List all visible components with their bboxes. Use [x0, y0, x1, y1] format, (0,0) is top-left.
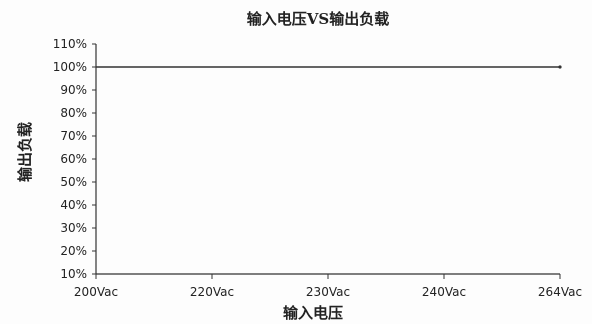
x-tick-label: 220Vac — [190, 285, 234, 299]
y-axis-ticks: 10% 20% 30% 40% 50% 60% 70% 80% 90% 100% 110% — [53, 37, 96, 281]
y-tick-label: 20% — [60, 244, 87, 258]
x-tick-label: 240Vac — [422, 285, 466, 299]
y-tick-label: 90% — [60, 83, 87, 97]
chart-title: 输入电压VS输出负载 — [247, 10, 389, 28]
y-tick-label: 110% — [53, 37, 87, 51]
y-tick-label: 60% — [60, 152, 87, 166]
y-tick-label: 10% — [60, 267, 87, 281]
y-axis-title: 输出负载 — [16, 122, 34, 182]
x-axis-ticks: 200Vac 220Vac 230Vac 240Vac 264Vac — [74, 274, 582, 299]
x-tick-label: 264Vac — [538, 285, 582, 299]
series-layer — [95, 65, 562, 69]
x-tick-label: 200Vac — [74, 285, 118, 299]
x-tick-label: 230Vac — [306, 285, 350, 299]
y-tick-label: 30% — [60, 221, 87, 235]
y-tick-label: 80% — [60, 106, 87, 120]
data-point — [558, 65, 562, 69]
y-tick-label: 40% — [60, 198, 87, 212]
x-axis-title: 输入电压 — [283, 304, 343, 322]
y-tick-label: 50% — [60, 175, 87, 189]
y-tick-label: 100% — [53, 60, 87, 74]
y-tick-label: 70% — [60, 129, 87, 143]
